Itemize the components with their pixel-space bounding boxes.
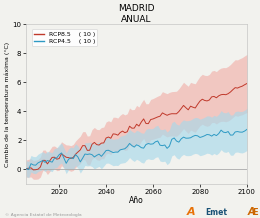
Title: MADRID
ANUAL: MADRID ANUAL — [118, 4, 155, 24]
Legend: RCP8.5    ( 10 ), RCP4.5    ( 10 ): RCP8.5 ( 10 ), RCP4.5 ( 10 ) — [32, 29, 98, 46]
Text: © Agencia Estatal de Meteorología: © Agencia Estatal de Meteorología — [5, 213, 82, 217]
Text: E: E — [252, 208, 257, 217]
Y-axis label: Cambio de la temperatura máxima (°C): Cambio de la temperatura máxima (°C) — [4, 42, 10, 167]
Text: A: A — [187, 207, 196, 217]
Text: A: A — [247, 207, 255, 217]
Text: Emet: Emet — [205, 208, 228, 217]
X-axis label: Año: Año — [129, 196, 144, 205]
